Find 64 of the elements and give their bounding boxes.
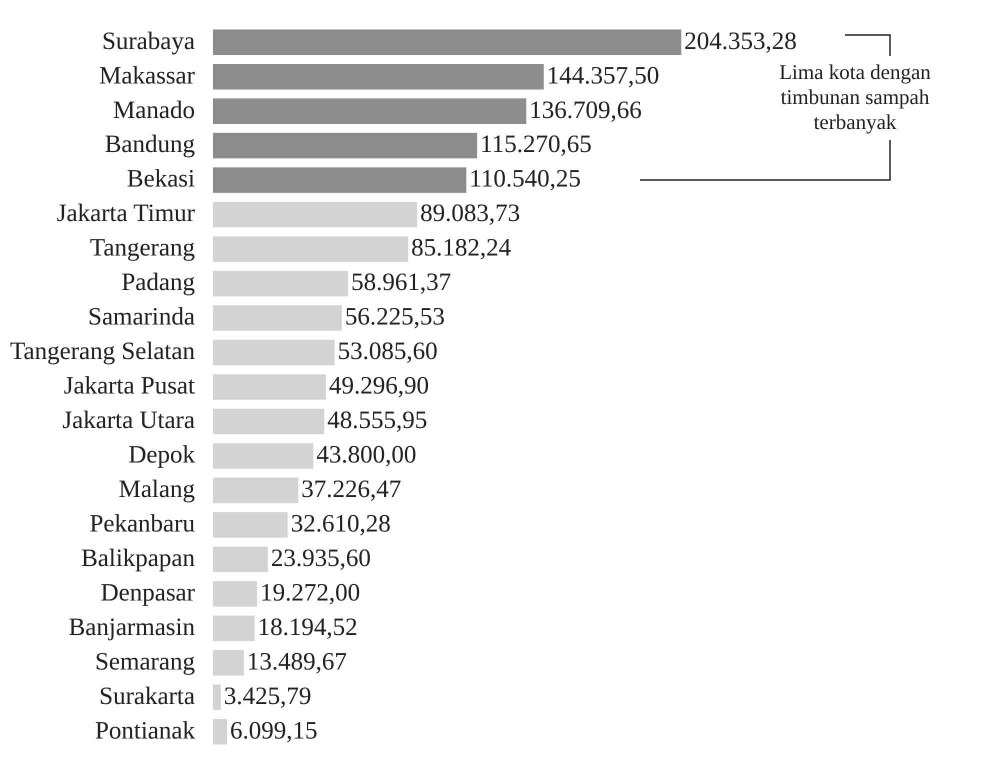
data-label: 144.357,50 bbox=[546, 62, 660, 90]
y-tick-label: Jakarta Pusat bbox=[64, 372, 196, 400]
bar bbox=[212, 29, 682, 55]
bar bbox=[212, 132, 478, 158]
bar bbox=[212, 719, 227, 745]
data-label: 18.194,52 bbox=[258, 614, 358, 641]
y-tick-label: Tangerang bbox=[90, 234, 196, 262]
data-label: 89.083,73 bbox=[420, 200, 520, 228]
data-label: 32.610,28 bbox=[290, 510, 391, 538]
data-label: 49.296,90 bbox=[328, 372, 429, 400]
bar bbox=[212, 478, 298, 504]
data-label: 37.226,47 bbox=[301, 476, 402, 503]
bar bbox=[212, 270, 348, 296]
y-tick-label: Padang bbox=[121, 269, 196, 296]
y-tick-label: Jakarta Utara bbox=[62, 407, 195, 434]
data-label: 3.425,79 bbox=[224, 682, 312, 710]
data-label: 19.272,00 bbox=[260, 579, 360, 606]
data-label: 48.555,95 bbox=[327, 407, 428, 434]
bar bbox=[212, 408, 324, 434]
data-label: 53.085,60 bbox=[338, 338, 438, 366]
y-tick-label: Bekasi bbox=[126, 166, 196, 193]
bar bbox=[212, 202, 418, 228]
bar bbox=[212, 443, 314, 469]
y-tick-label: Pekanbaru bbox=[89, 510, 196, 538]
y-tick-label: Bandung bbox=[104, 131, 196, 158]
data-label: 110.540,25 bbox=[469, 166, 581, 193]
bar bbox=[212, 305, 342, 331]
y-tick-label: Depok bbox=[128, 442, 196, 469]
data-label: 23.935,60 bbox=[270, 544, 371, 572]
data-label: 13.489,67 bbox=[246, 648, 347, 676]
y-tick-label: Surakarta bbox=[99, 682, 195, 710]
bar bbox=[212, 684, 221, 710]
bar bbox=[212, 236, 408, 262]
y-tick-label: Tangerang Selatan bbox=[10, 338, 196, 366]
data-label: 43.800,00 bbox=[316, 442, 416, 469]
y-tick-label: Makassar bbox=[99, 62, 196, 90]
bar bbox=[212, 167, 466, 193]
bar bbox=[212, 98, 526, 124]
y-tick-label: Malang bbox=[118, 476, 196, 503]
y-tick-label: Semarang bbox=[95, 648, 196, 676]
y-tick-label: Manado bbox=[113, 96, 195, 124]
bar bbox=[212, 546, 268, 572]
bar bbox=[212, 650, 244, 676]
y-tick-label: Banjarmasin bbox=[68, 614, 196, 641]
y-tick-label: Samarinda bbox=[88, 304, 195, 331]
data-label: 6.099,15 bbox=[230, 717, 318, 744]
data-label: 58.961,37 bbox=[351, 269, 452, 296]
bar bbox=[212, 374, 326, 400]
text: Lima kota dengan timbunan sampah terbanyak bbox=[778, 60, 932, 135]
data-label: 136.709,66 bbox=[529, 96, 642, 124]
bar bbox=[212, 340, 335, 366]
bar bbox=[212, 581, 258, 607]
data-label: 115.270,65 bbox=[480, 131, 592, 158]
y-tick-label: Pontianak bbox=[94, 717, 196, 744]
bar bbox=[212, 64, 544, 90]
bar bbox=[212, 512, 288, 538]
data-label: 204.353,28 bbox=[684, 28, 797, 55]
y-tick-label: Balikpapan bbox=[81, 544, 196, 572]
y-tick-label: Jakarta Timur bbox=[56, 200, 196, 228]
data-label: 85.182,24 bbox=[411, 234, 512, 262]
y-tick-label: Denpasar bbox=[100, 579, 196, 606]
y-tick-label: Surabaya bbox=[102, 28, 195, 55]
bar bbox=[212, 616, 255, 642]
data-label: 56.225,53 bbox=[344, 304, 445, 331]
